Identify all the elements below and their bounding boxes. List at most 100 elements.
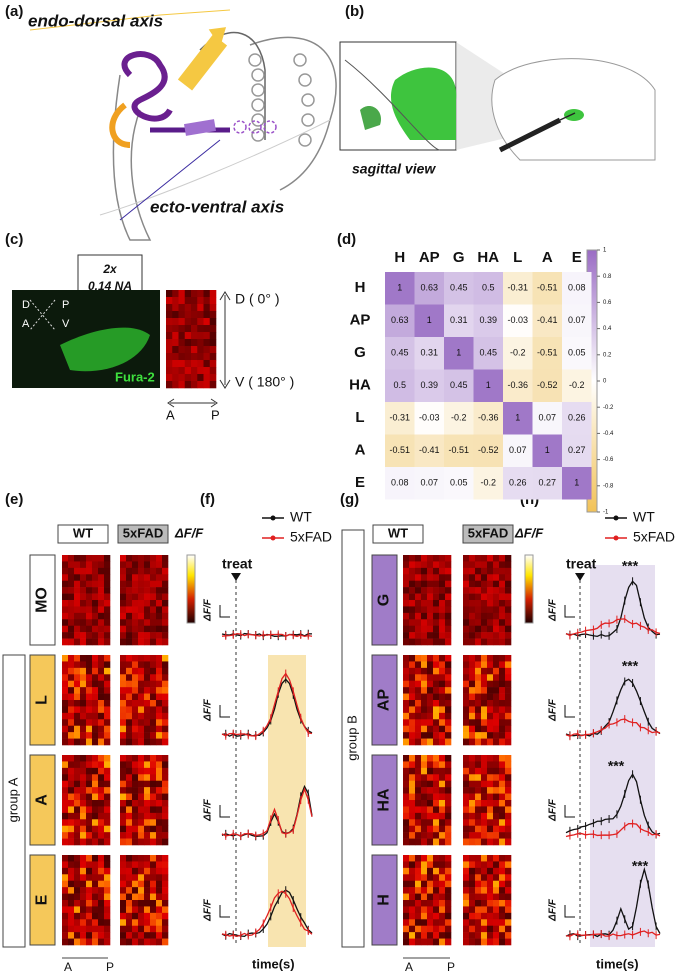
heatmap-cell (487, 838, 494, 846)
heatmap-cell (104, 706, 111, 714)
heatmap-cell (439, 880, 446, 888)
heatmap-cell (469, 587, 476, 594)
heatmap-cell (138, 661, 145, 669)
heatmap-cell (74, 712, 81, 720)
heatmap-cell (445, 855, 452, 862)
matrix-cell (473, 402, 503, 435)
heatmap-cell (427, 712, 434, 720)
heatmap-cell (439, 793, 446, 801)
heatmap-cell (445, 667, 452, 675)
heatmap-cell (421, 761, 428, 769)
heatmap-cell (68, 906, 75, 914)
heatmap-cell (120, 932, 127, 939)
heatmap-cell (80, 938, 87, 946)
heatmap-cell (409, 767, 416, 775)
heatmap-cell (415, 719, 422, 727)
matrix-value: 1 (427, 315, 432, 325)
heatmap-cell (120, 900, 127, 907)
heatmap-cell (62, 800, 69, 807)
heatmap-cell (481, 787, 488, 794)
matrix-cell (385, 272, 415, 305)
heatmap-cell (68, 938, 75, 946)
heatmap-cell (150, 587, 157, 594)
heatmap-cell (120, 732, 127, 739)
heatmap-cell (120, 887, 127, 894)
heatmap-cell (144, 706, 151, 714)
heatmap-cell (80, 625, 87, 633)
heatmap-cell (62, 825, 69, 833)
heatmap-cell (499, 938, 506, 946)
heatmap-cell (469, 932, 476, 939)
heatmap-cell (162, 787, 169, 794)
heatmap-cell (86, 706, 93, 714)
heatmap-cell (421, 600, 428, 607)
heatmap-cell (156, 555, 163, 562)
heatmap-cell (463, 919, 470, 927)
heatmap-cell (421, 700, 428, 707)
matrix-cell (414, 402, 444, 435)
heatmap-cell (203, 304, 211, 312)
heatmap-cell (126, 855, 133, 862)
heatmap-cell (156, 887, 163, 894)
heatmap-cell (439, 667, 446, 675)
heatmap-cell (104, 674, 111, 682)
heatmap-cell (104, 700, 111, 707)
heatmap-cell (433, 925, 440, 933)
heatmap-cell (439, 580, 446, 588)
heatmap-cell (481, 893, 488, 901)
matrix-cell (532, 467, 562, 500)
heatmap-cell (74, 755, 81, 762)
heatmap-cell (469, 755, 476, 762)
heatmap-cell (499, 861, 506, 869)
heatmap-cell (162, 774, 169, 782)
heatmap-cell (499, 725, 506, 733)
heatmap-cell (415, 632, 422, 639)
heatmap-cell (433, 625, 440, 633)
heatmap-cell (68, 738, 75, 746)
heatmap-cell (92, 655, 99, 662)
heatmap-cell (74, 838, 81, 846)
heatmap-cell (445, 819, 452, 827)
scale-bar (564, 705, 575, 718)
heatmap-cell (80, 812, 87, 820)
heatmap-cell (150, 867, 157, 875)
heatmap-cell (463, 812, 470, 820)
heatmap-cell (445, 632, 452, 639)
heatmap-cell (197, 346, 204, 354)
heatmap-cell (162, 925, 169, 933)
heatmap-cell (403, 932, 410, 939)
heatmap-cell (445, 700, 452, 707)
matrix-value: -0.51 (537, 348, 558, 358)
heatmap-cell (493, 725, 500, 733)
matrix-cell (562, 272, 592, 305)
heatmap-cell (463, 593, 470, 601)
heatmap-cell (68, 767, 75, 775)
heatmap-cell (439, 655, 446, 662)
heatmap-cell (166, 290, 173, 298)
heatmap-cell (156, 674, 163, 682)
heatmap-cell (433, 555, 440, 562)
label: ΔF/F (514, 525, 544, 540)
heatmap-cell (487, 561, 494, 569)
heatmap-cell (68, 774, 75, 782)
heatmap-cell (481, 619, 488, 627)
heatmap-cell (493, 932, 500, 939)
heatmap-cell (499, 625, 506, 633)
heatmap-cell (475, 687, 482, 694)
matrix-cell (503, 337, 533, 370)
axis-title: ecto-ventral axis (150, 197, 284, 216)
heatmap-cell (144, 712, 151, 720)
heatmap-cell (445, 580, 452, 588)
heatmap-cell (126, 574, 133, 582)
heatmap-cell (197, 290, 204, 298)
heatmap-cell (487, 738, 494, 746)
heatmap-cell (415, 612, 422, 620)
heatmap-cell (415, 800, 422, 807)
heatmap-cell (74, 906, 81, 914)
heatmap-cell (481, 712, 488, 720)
heatmap-cell (191, 360, 198, 368)
heatmap-cell (68, 867, 75, 875)
heatmap-cell (469, 655, 476, 662)
colorbar-label: -1 (603, 510, 609, 516)
colorbar-label: -0.2 (603, 405, 614, 411)
